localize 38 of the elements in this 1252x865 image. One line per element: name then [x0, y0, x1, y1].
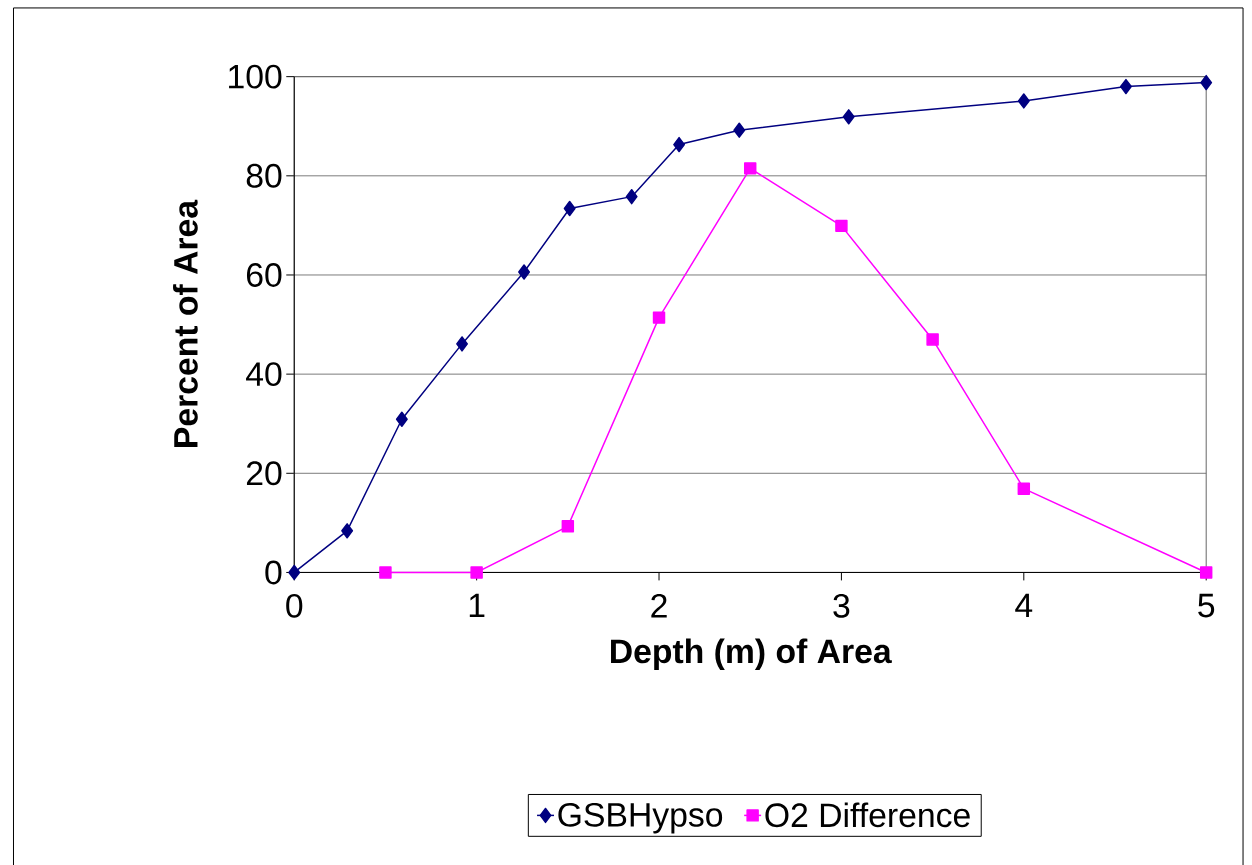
x-tick-label: 2 [651, 593, 667, 618]
x-tick-label: 4 [1015, 593, 1033, 617]
point [1017, 482, 1031, 495]
point [1200, 74, 1213, 91]
point [1199, 566, 1213, 579]
point [744, 162, 757, 175]
y-tick-label: 20 [246, 461, 282, 486]
point [652, 311, 666, 324]
point [842, 109, 855, 125]
x-tick-label: 5 [1198, 593, 1215, 618]
y-axis-title: Percent of Area [173, 199, 198, 447]
point [563, 200, 576, 217]
x-tick-label: 0 [286, 593, 303, 618]
point [926, 333, 939, 346]
x-axis-title: Depth (m) of Area [611, 638, 892, 670]
x-tick-label: 1 [469, 593, 485, 617]
point [625, 188, 638, 205]
point [1119, 78, 1132, 95]
point [518, 264, 531, 280]
y-tick-label: 0 [265, 560, 282, 585]
point [379, 566, 392, 579]
y-tick-label: 80 [246, 163, 282, 188]
y-tick-label: 60 [246, 262, 282, 287]
point [288, 564, 301, 581]
legend-label: O2 Difference [765, 802, 970, 828]
point [835, 219, 848, 233]
point [673, 136, 686, 153]
legend-label: GSBHypso [558, 802, 723, 834]
point [733, 122, 746, 138]
y-tick-label: 100 [229, 64, 282, 89]
point [341, 523, 354, 539]
point [456, 336, 469, 352]
point [1017, 93, 1030, 109]
x-tick-label: 3 [833, 593, 850, 618]
y-tick-label: 40 [246, 362, 282, 386]
point [561, 520, 575, 533]
point [395, 411, 408, 427]
point [470, 566, 483, 579]
